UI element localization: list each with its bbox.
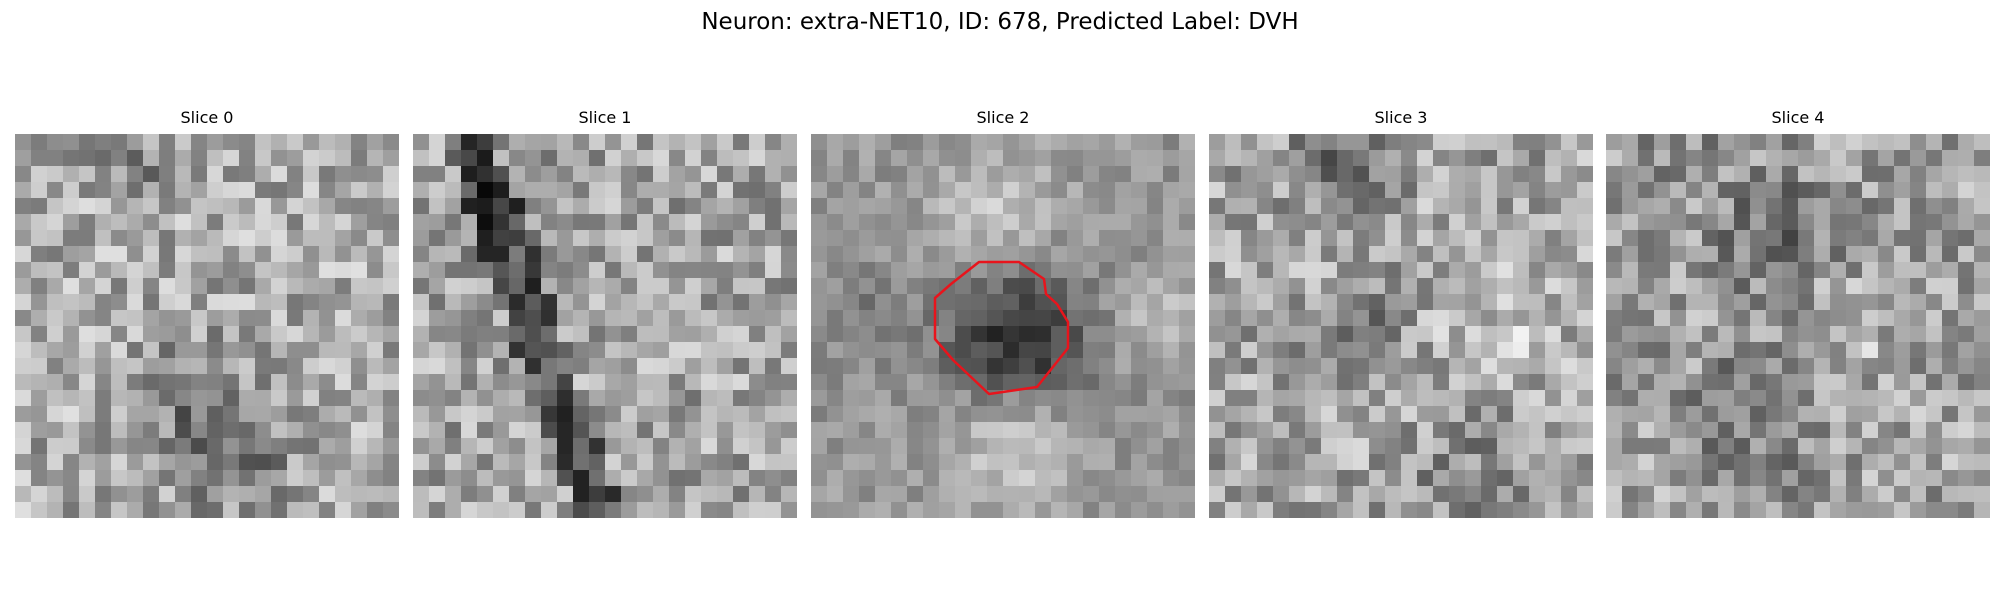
slice-pixels bbox=[1606, 134, 1990, 518]
slice-title: Slice 0 bbox=[180, 108, 234, 127]
slice-image-4 bbox=[1606, 134, 1990, 518]
slice-title: Slice 4 bbox=[1771, 108, 1825, 127]
figure-title: Neuron: extra-NET10, ID: 678, Predicted … bbox=[701, 9, 1299, 35]
roi-outline-shape bbox=[933, 260, 1070, 396]
slice-panel-2: Slice 2 bbox=[811, 108, 1195, 518]
slice-panel-3: Slice 3 bbox=[1209, 108, 1593, 518]
roi-outline bbox=[933, 260, 1070, 396]
slice-image-0 bbox=[15, 134, 399, 518]
slice-panel-1: Slice 1 bbox=[413, 108, 797, 518]
slice-title: Slice 1 bbox=[578, 108, 632, 127]
slice-pixels bbox=[15, 134, 399, 518]
slice-panel-4: Slice 4 bbox=[1606, 108, 1990, 518]
slice-panel-0: Slice 0 bbox=[15, 108, 399, 518]
slice-pixels bbox=[811, 134, 1195, 518]
slice-pixels bbox=[1209, 134, 1593, 518]
slice-pixels bbox=[413, 134, 797, 518]
slice-title: Slice 2 bbox=[976, 108, 1030, 127]
slice-image-1 bbox=[413, 134, 797, 518]
slice-image-2 bbox=[811, 134, 1195, 518]
slice-title: Slice 3 bbox=[1374, 108, 1428, 127]
slice-image-3 bbox=[1209, 134, 1593, 518]
